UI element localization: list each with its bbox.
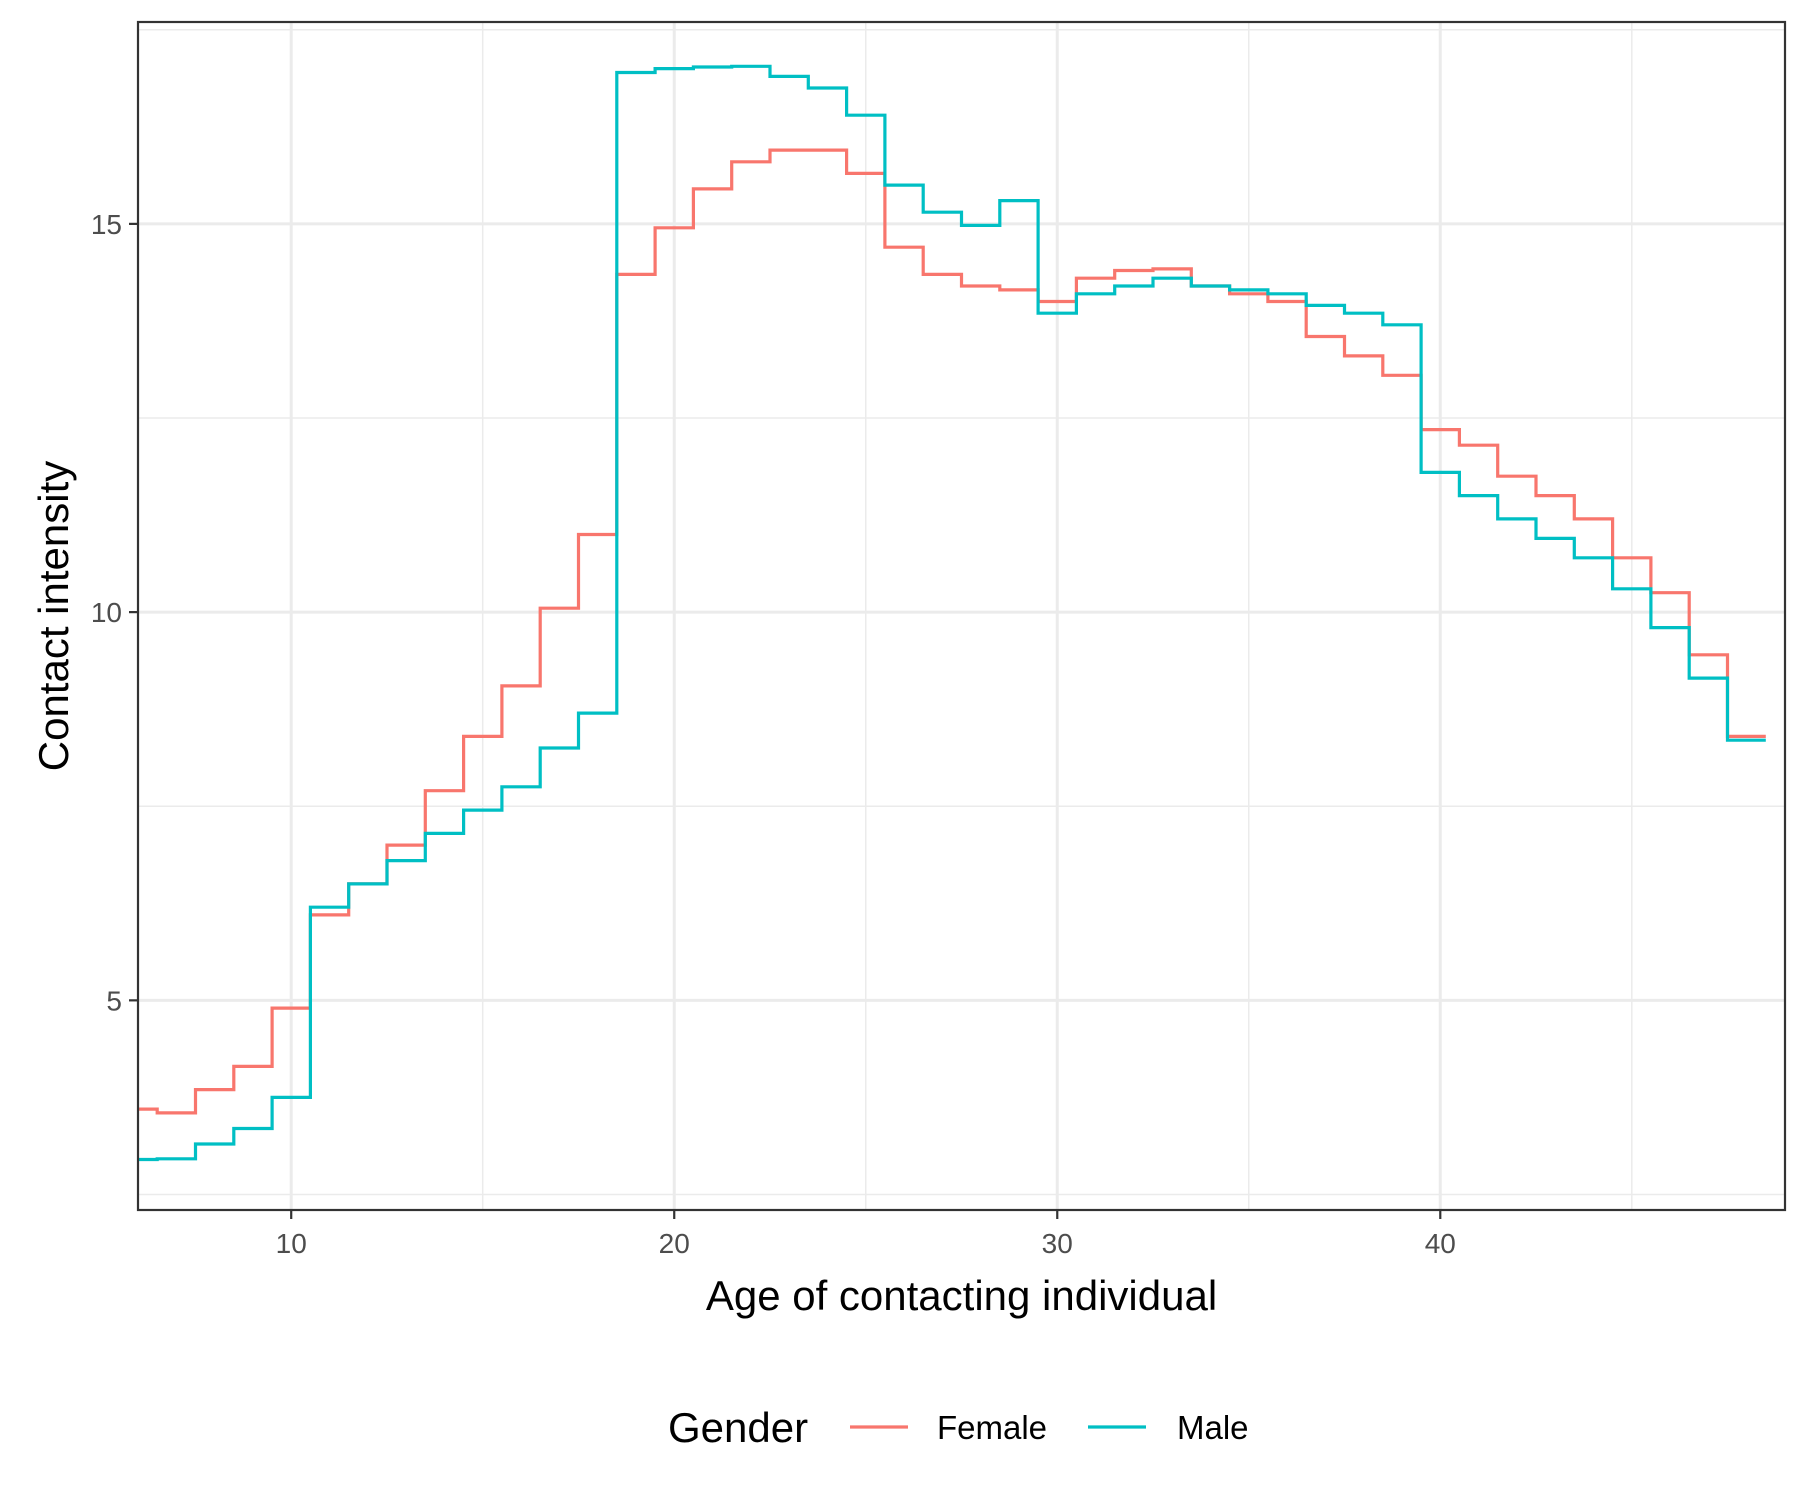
- legend-label-male: Male: [1177, 1409, 1249, 1446]
- series-line-male: [138, 64, 1766, 1162]
- legend: Gender Female Male: [668, 1404, 1249, 1451]
- y-axis-title: Contact intensity: [30, 461, 77, 772]
- x-tick-label: 20: [659, 1228, 690, 1259]
- y-tick-label: 5: [106, 985, 122, 1016]
- x-axis-title: Age of contacting individual: [706, 1272, 1217, 1319]
- y-tick-label: 10: [91, 597, 122, 628]
- x-tick-label: 40: [1425, 1228, 1456, 1259]
- x-tick-label: 30: [1042, 1228, 1073, 1259]
- panel-background: [138, 22, 1785, 1210]
- series-line-female: [138, 148, 1766, 1115]
- series-layer: [138, 64, 1766, 1162]
- y-tick-label: 15: [91, 209, 122, 240]
- legend-label-female: Female: [937, 1409, 1047, 1446]
- legend-title: Gender: [668, 1404, 808, 1451]
- axes: 10 20 30 40 5 10 15: [91, 209, 1456, 1259]
- panel-border: [136, 20, 1787, 1212]
- x-tick-label: 10: [276, 1228, 307, 1259]
- grid: [138, 22, 1785, 1210]
